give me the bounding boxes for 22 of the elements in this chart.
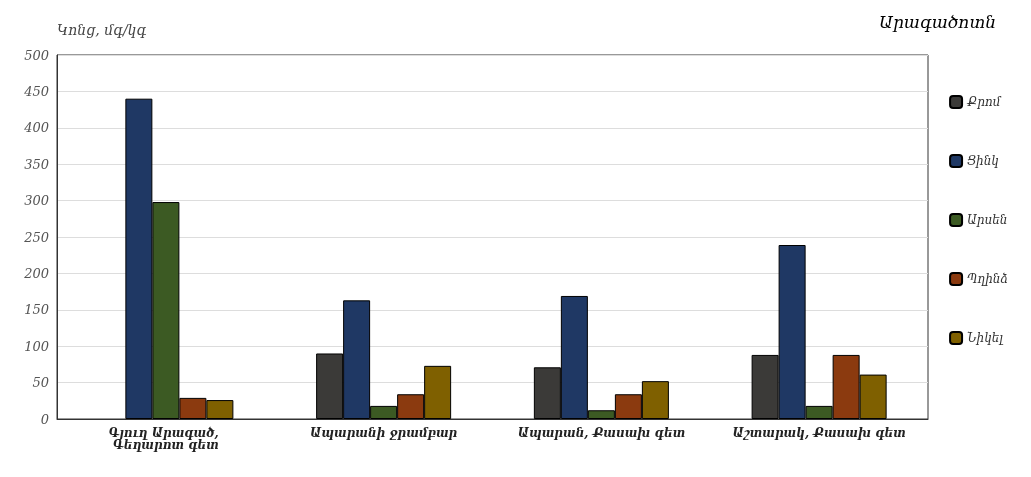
y-tick-label: 450 — [23, 83, 49, 99]
y-tick-label: 300 — [24, 193, 49, 209]
y-tick-label: 500 — [24, 47, 49, 63]
y-tick-label: 100 — [24, 338, 49, 354]
legend-label: Ցինկ — [967, 154, 999, 168]
y-tick-label: 400 — [23, 120, 49, 136]
legend-label: Նիկել — [967, 331, 1004, 345]
y-tick-label: 200 — [23, 265, 49, 281]
x-tick-label: Ապարան, Քասախ գետ — [517, 426, 686, 440]
y-tick-label: 250 — [23, 229, 49, 245]
y-tick-label: 150 — [24, 302, 49, 318]
y-axis-title: Կոնց, մգ/կգ — [57, 22, 147, 38]
y-tick-label: 0 — [40, 411, 49, 427]
y-tick-label: 350 — [24, 156, 49, 172]
y-tick-label: 50 — [32, 375, 49, 391]
legend-label: Արսեն — [967, 213, 1008, 227]
legend-label: Քրոմ — [966, 95, 1002, 109]
legend-label: Պղինձ — [967, 272, 1008, 286]
x-tick-label: Ապարանի ջրամբար — [310, 426, 458, 440]
x-tick-label: Գյուղ Արագած, Գեղարոտ գետ — [108, 426, 223, 452]
chart-title: Արագածոտն — [879, 11, 997, 32]
x-tick-label: Աշտարակ, Քասախ գետ — [732, 426, 906, 440]
